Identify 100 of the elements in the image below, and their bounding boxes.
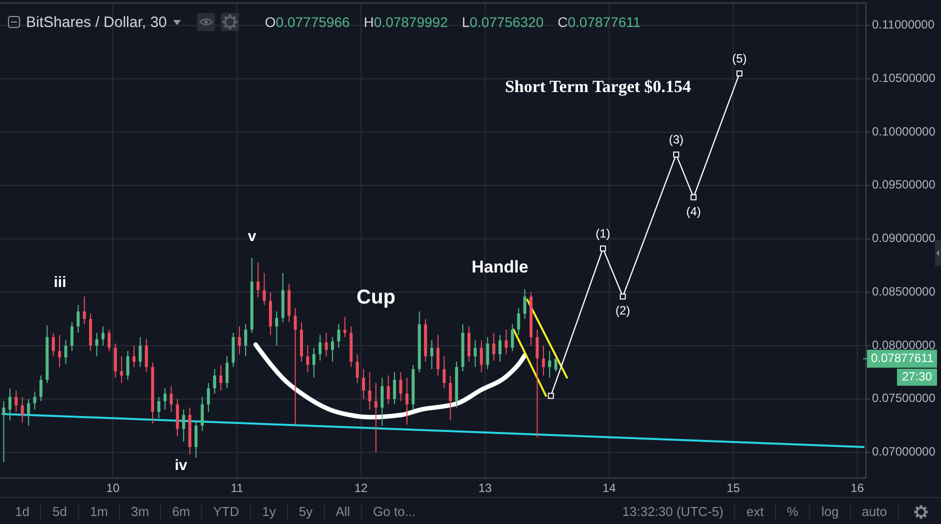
candlestick: [64, 340, 68, 364]
candlestick: [114, 343, 117, 378]
candlestick: [324, 332, 328, 357]
text: 0.07877611: [871, 350, 934, 365]
point: [620, 294, 626, 300]
candlestick: [393, 372, 396, 405]
text: 1m: [78, 504, 119, 518]
candlestick: [120, 356, 124, 384]
candlestick: [480, 340, 483, 373]
candlestick: [194, 420, 198, 458]
candlestick: [132, 345, 136, 368]
text: 1d: [14, 504, 30, 518]
candlestick: [448, 375, 452, 421]
candlestick: [14, 390, 18, 412]
x-tick-label: 10: [106, 481, 120, 496]
point: [736, 70, 742, 76]
x-tick-label: 16: [850, 481, 864, 496]
candlestick: [498, 334, 502, 362]
text: ext: [735, 504, 776, 518]
candlestick: [331, 336, 334, 362]
candlestick: [52, 332, 55, 357]
candlestick: [517, 308, 520, 336]
candlestick: [226, 356, 229, 389]
text: 27:30: [902, 369, 932, 384]
candlestick: [108, 329, 111, 352]
x-tick-label: 12: [354, 481, 368, 496]
candlestick: [39, 375, 42, 402]
x-tick-label: 13: [478, 481, 492, 496]
text: 6m: [160, 504, 202, 518]
annotation: Short Term Target $0.154: [504, 76, 692, 96]
y-tick-label: 0.08000000: [872, 338, 936, 352]
candlestick: [157, 396, 160, 419]
candlestick: [101, 326, 104, 346]
candlestick: [275, 310, 278, 346]
text: 1y: [250, 504, 287, 518]
candlestick: [200, 396, 204, 432]
candlestick: [548, 350, 552, 378]
annotation: L0.07756320: [462, 14, 544, 30]
y-tick-label: 0.08500000: [872, 284, 936, 298]
annotation: Cup: [356, 286, 396, 308]
candlestick: [244, 324, 248, 357]
candlestick: [474, 340, 477, 368]
candlestick: [306, 345, 310, 373]
candlestick: [58, 334, 62, 368]
candlestick: [164, 388, 167, 410]
candlestick: [82, 296, 86, 325]
candlestick: [337, 324, 340, 348]
annotation: (1): [596, 226, 610, 241]
candlestick: [368, 372, 372, 410]
candlestick: [144, 338, 148, 373]
text: All: [324, 504, 362, 518]
text: 5d: [40, 504, 78, 518]
candlestick: [386, 375, 390, 405]
annotation: (3): [668, 132, 684, 147]
text: 13:32:30 (UTC-5): [611, 504, 736, 518]
candlestick: [213, 368, 216, 394]
text: YTD: [201, 504, 250, 518]
candlestick: [70, 322, 74, 352]
candlestick: [318, 334, 322, 362]
y-tick-label: 0.11000000: [872, 18, 935, 32]
candlestick: [219, 364, 222, 391]
candlestick: [554, 358, 558, 372]
candlestick: [126, 350, 130, 380]
x-tick-label: 14: [602, 481, 616, 496]
candlestick: [76, 304, 80, 334]
candlestick: [380, 377, 384, 426]
x-tick-label: 15: [726, 481, 740, 496]
candlestick: [343, 316, 346, 338]
candlestick: [492, 332, 496, 362]
candlestick: [182, 409, 186, 442]
annotation: Handle: [472, 257, 528, 276]
y-tick-label: 0.07500000: [872, 391, 936, 406]
text: BitShares / Dollar, 30: [26, 14, 167, 30]
candlestick: [374, 382, 378, 453]
y-tick-label: 0.10500000: [872, 70, 936, 85]
text: Go to...: [361, 504, 427, 518]
text: 5y: [286, 504, 324, 518]
candlestick: [504, 329, 508, 355]
x-tick-label: 11: [230, 481, 244, 496]
annotation: H0.07879992: [364, 14, 448, 30]
candlestick: [27, 398, 30, 426]
y-tick-label: 0.07000000: [872, 444, 936, 459]
text: 3m: [119, 504, 160, 518]
text: auto: [850, 504, 899, 518]
candlestick: [206, 382, 210, 412]
candlestick: [356, 354, 359, 384]
annotation: iii: [54, 274, 66, 291]
candlestick: [486, 336, 490, 370]
candlestick: [436, 334, 440, 376]
candlestick: [467, 326, 470, 362]
candlestick: [2, 400, 6, 462]
text: log: [810, 504, 851, 518]
candlestick: [362, 368, 366, 400]
y-tick-label: 0.09000000: [872, 231, 936, 246]
annotation: C0.07877611: [558, 14, 641, 30]
candlestick: [294, 308, 297, 426]
candlestick: [430, 340, 434, 370]
y-tick-label: 0.10000000: [872, 124, 936, 138]
candlestick: [510, 324, 514, 352]
candlestick: [33, 391, 36, 410]
